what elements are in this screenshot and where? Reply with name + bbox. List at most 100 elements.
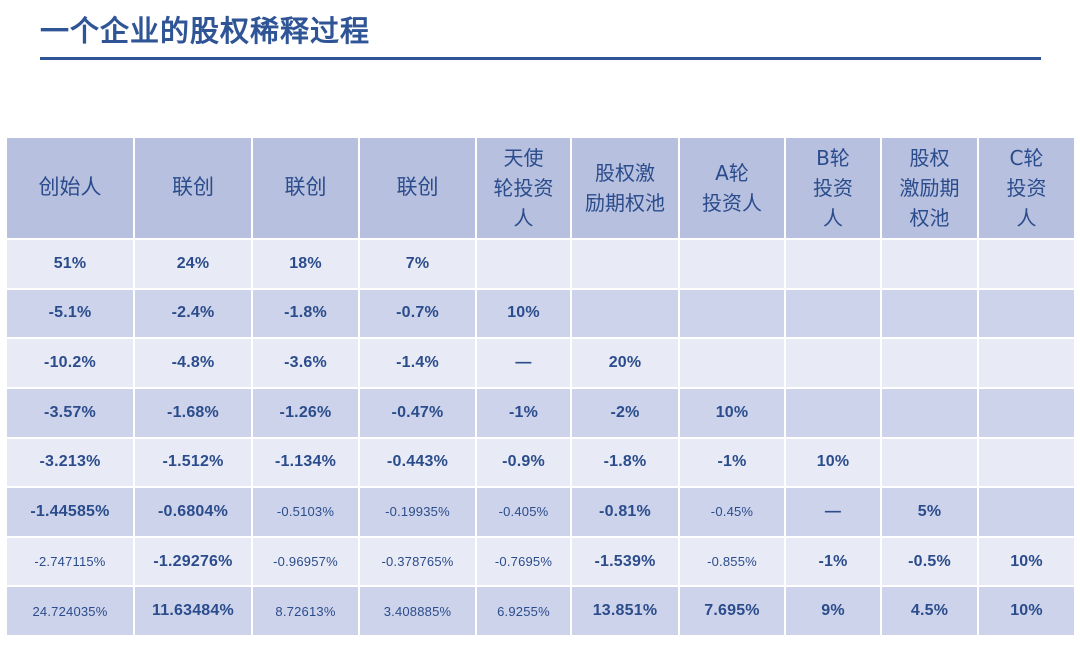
table-cell: — (784, 486, 882, 538)
table-cell: -0.96957% (251, 535, 360, 588)
table-cell: -3.6% (251, 337, 360, 389)
table-cell: 7% (358, 238, 477, 290)
table-row: -3.213% -1.512% -1.134% -0.443% -0.9% -1.8% -1… (5, 436, 1076, 489)
column-header-angel-investor: 天使 轮投资人 (475, 136, 572, 240)
column-header-series-a-investor: A轮 投资人 (678, 136, 786, 240)
table-cell: -0.378765% (358, 535, 477, 588)
table-cell (880, 436, 979, 489)
table-cell: 24.724035% (5, 585, 135, 637)
table-cell: -1.4% (358, 337, 477, 389)
table-cell (475, 238, 572, 290)
table-cell (880, 337, 979, 389)
table-row: -2.747115% -1.29276% -0.96957% -0.378765% -0… (5, 535, 1076, 588)
table-cell: -1.68% (133, 386, 253, 439)
column-header-cofounder-3: 联创 (358, 136, 477, 240)
table-cell: -1.8% (570, 436, 680, 489)
table-cell (977, 287, 1076, 340)
table-row: -3.57% -1.68% -1.26% -0.47% -1% -2% 10% (5, 386, 1076, 439)
table-cell: -5.1% (5, 287, 135, 340)
table-body: 51% 24% 18% 7% -5.1% -2.4% -1.8% -0.7% 10% -10.2%… (5, 238, 1076, 637)
table-cell: -1.512% (133, 436, 253, 489)
table-row: 24.724035% 11.63484% 8.72613% 3.408885% 6.92… (5, 585, 1076, 637)
table-cell: -0.7% (358, 287, 477, 340)
table-cell: — (475, 337, 572, 389)
column-header-option-pool-2: 股权 激励期 权池 (880, 136, 979, 240)
header-row: 创始人 联创 联创 联创 天使 轮投资人 股权激 励期权池 A轮 投资人 B轮 投资人 … (5, 136, 1076, 240)
table-cell (977, 386, 1076, 439)
table-cell: -0.855% (678, 535, 786, 588)
table-cell: 10% (977, 585, 1076, 637)
table-cell: -1% (784, 535, 882, 588)
table-cell (678, 238, 786, 290)
table-cell (784, 337, 882, 389)
column-header-cofounder-2: 联创 (251, 136, 360, 240)
table-cell: 10% (784, 436, 882, 489)
table-cell: -0.405% (475, 486, 572, 538)
table-cell: -1.29276% (133, 535, 253, 588)
table-cell: -2% (570, 386, 680, 439)
table-cell: 13.851% (570, 585, 680, 637)
table-cell: -0.6804% (133, 486, 253, 538)
table-cell: -1.539% (570, 535, 680, 588)
table-cell: 7.695% (678, 585, 786, 637)
table-cell: -10.2% (5, 337, 135, 389)
table-cell (570, 238, 680, 290)
table-cell: -0.7695% (475, 535, 572, 588)
table-header: 创始人 联创 联创 联创 天使 轮投资人 股权激 励期权池 A轮 投资人 B轮 投资人 … (5, 136, 1076, 240)
table-cell: 6.9255% (475, 585, 572, 637)
table-cell (678, 337, 786, 389)
table-cell: -2.4% (133, 287, 253, 340)
table-cell: 10% (475, 287, 572, 340)
table-cell (977, 486, 1076, 538)
table-cell: -0.45% (678, 486, 786, 538)
table-cell (977, 436, 1076, 489)
table-cell: 3.408885% (358, 585, 477, 637)
table-row: -10.2% -4.8% -3.6% -1.4% —20% (5, 337, 1076, 389)
table-cell (784, 238, 882, 290)
table-cell: 4.5% (880, 585, 979, 637)
table-cell: -1.134% (251, 436, 360, 489)
column-header-series-b-investor: B轮 投资人 (784, 136, 882, 240)
table-cell: 24% (133, 238, 253, 290)
table-cell: 10% (678, 386, 786, 439)
table-cell: -0.81% (570, 486, 680, 538)
title-divider (40, 57, 1041, 60)
table-cell (880, 287, 979, 340)
page-title: 一个企业的股权稀释过程 (40, 14, 371, 48)
table-cell: 20% (570, 337, 680, 389)
table-cell: -0.5% (880, 535, 979, 588)
table-cell: -0.47% (358, 386, 477, 439)
table-cell: -1.8% (251, 287, 360, 340)
table-cell (880, 238, 979, 290)
table-cell: -0.443% (358, 436, 477, 489)
table-cell: -1.26% (251, 386, 360, 439)
table-cell (977, 238, 1076, 290)
table-cell: -0.19935% (358, 486, 477, 538)
table-cell: -0.5103% (251, 486, 360, 538)
column-header-option-pool-1: 股权激 励期权池 (570, 136, 680, 240)
table-cell: 51% (5, 238, 135, 290)
table-cell: 5% (880, 486, 979, 538)
table-cell: -3.57% (5, 386, 135, 439)
table-cell: 10% (977, 535, 1076, 588)
table-cell: -2.747115% (5, 535, 135, 588)
table-row: -1.44585% -0.6804% -0.5103% -0.19935% -0.405… (5, 486, 1076, 538)
table-cell: 8.72613% (251, 585, 360, 637)
column-header-series-c-investor: C轮 投资人 (977, 136, 1076, 240)
table-cell (784, 287, 882, 340)
equity-dilution-table-container: 创始人 联创 联创 联创 天使 轮投资人 股权激 励期权池 A轮 投资人 B轮 投资人 … (5, 136, 1076, 637)
table-cell: -1.44585% (5, 486, 135, 538)
table-cell (977, 337, 1076, 389)
table-cell: 11.63484% (133, 585, 253, 637)
table-cell (678, 287, 786, 340)
table-cell: -1% (475, 386, 572, 439)
table-cell: -0.9% (475, 436, 572, 489)
table-row: 51% 24% 18% 7% (5, 238, 1076, 290)
table-cell: -1% (678, 436, 786, 489)
table-cell (570, 287, 680, 340)
table-cell (784, 386, 882, 439)
table-cell: 18% (251, 238, 360, 290)
table-row: -5.1% -2.4% -1.8% -0.7% 10% (5, 287, 1076, 340)
table-cell: -3.213% (5, 436, 135, 489)
column-header-cofounder-1: 联创 (133, 136, 253, 240)
